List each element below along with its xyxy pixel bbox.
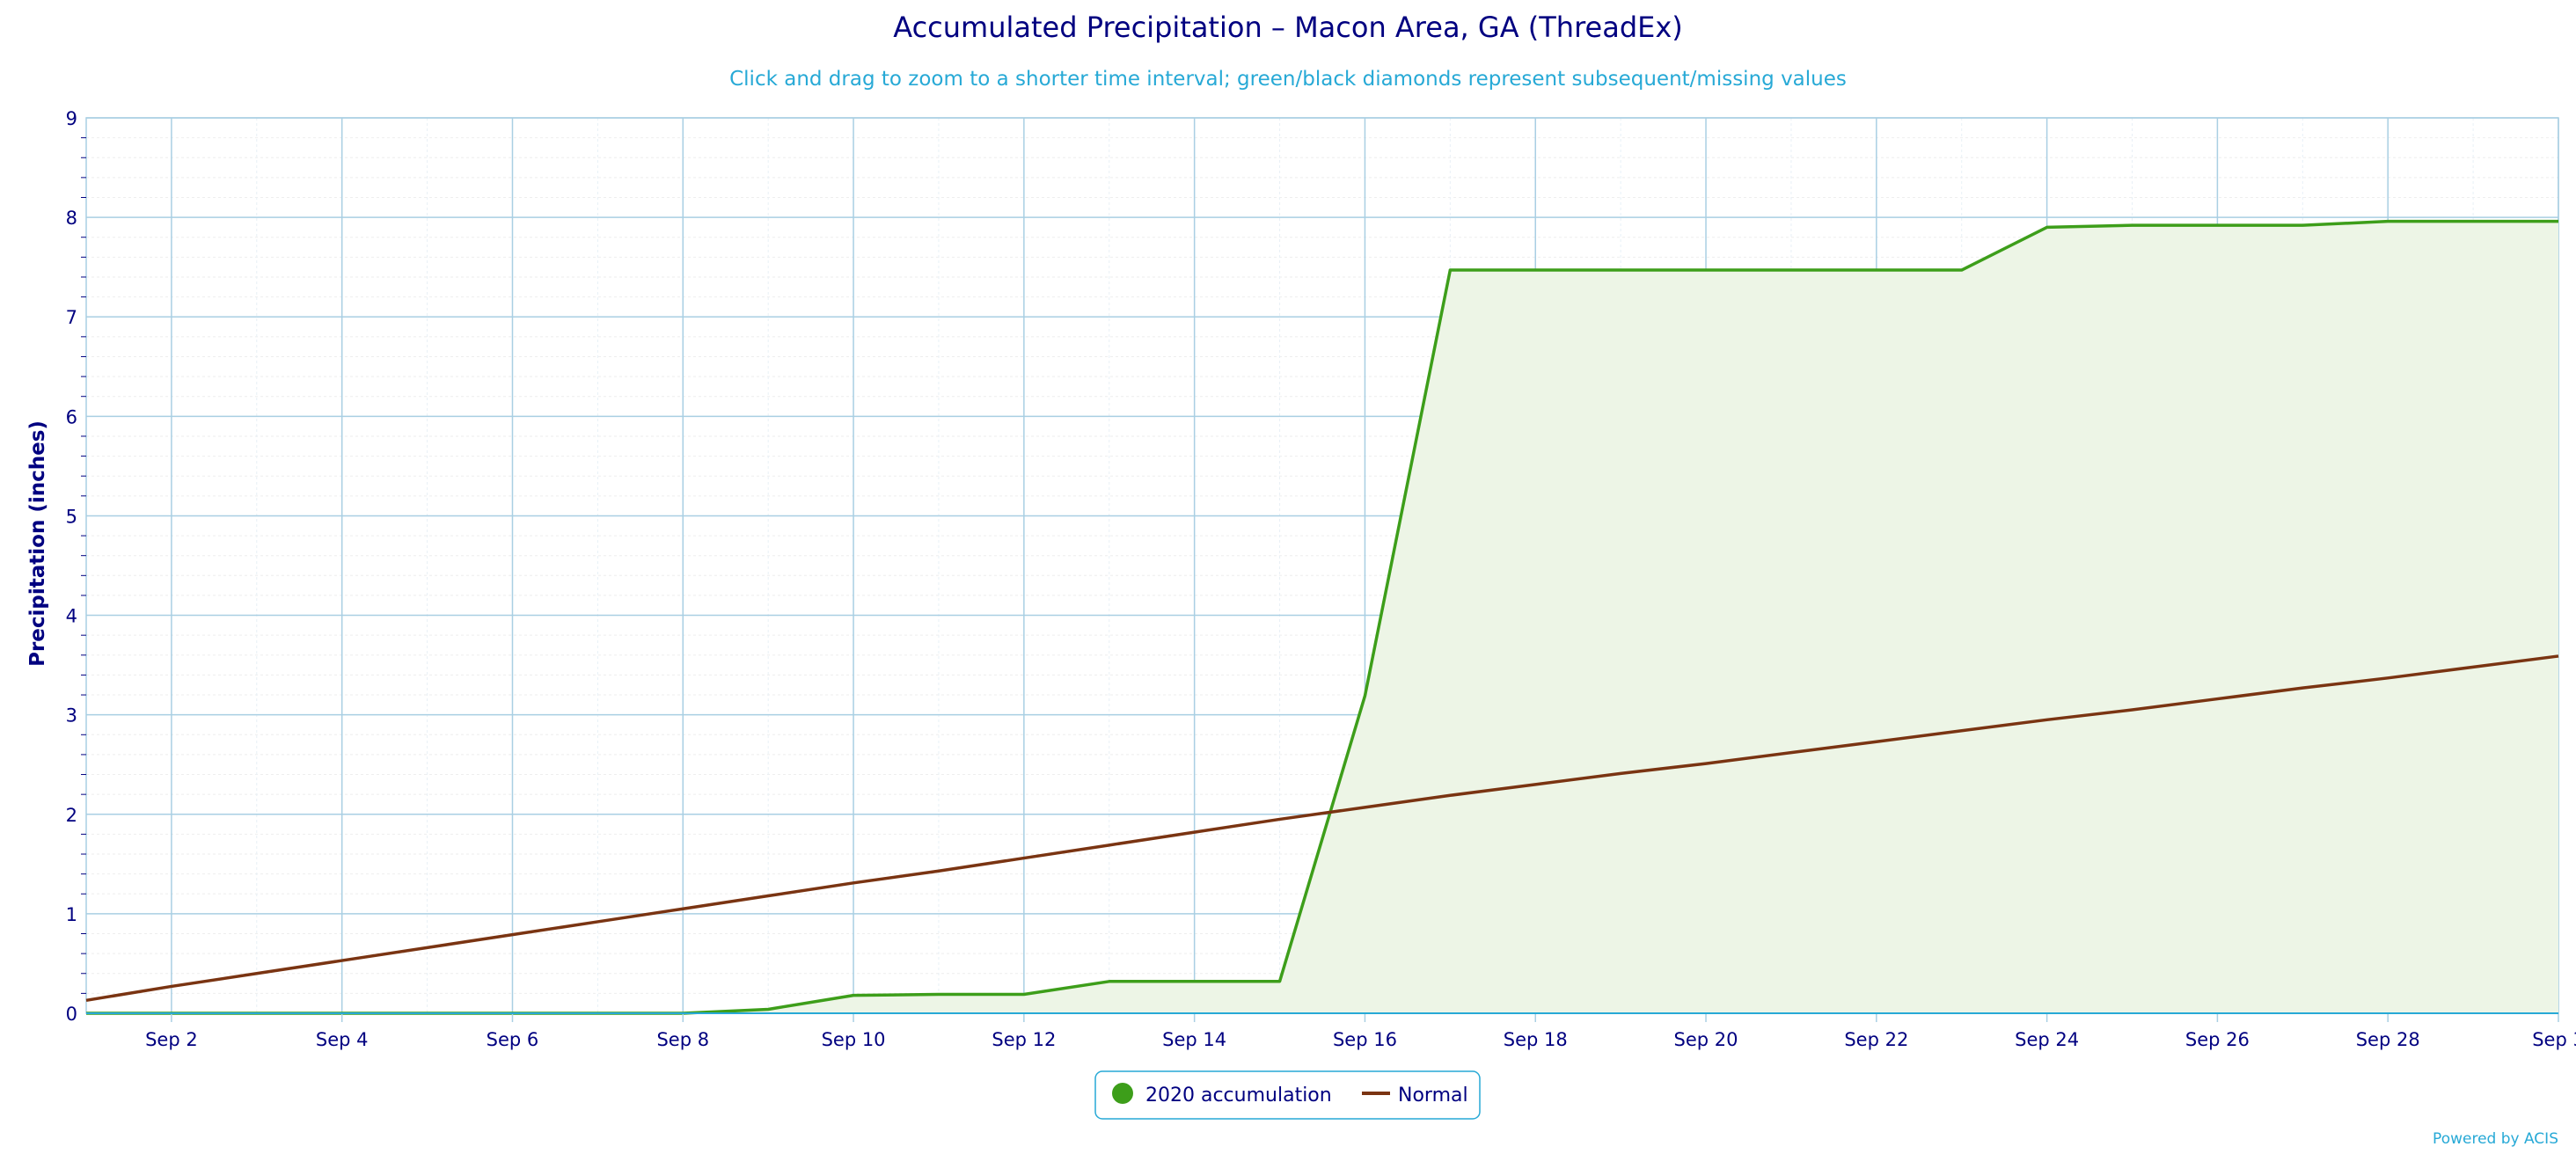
y-tick-label: 4 [66,606,77,627]
x-tick-label: Sep 8 [656,1029,709,1050]
legend-box [1094,1070,1481,1120]
x-tick-label: Sep 22 [1844,1029,1908,1050]
y-axis-title: Precipitation (inches) [26,420,49,667]
legend-item-2020-accumulation[interactable]: 2020 accumulation [1112,1083,1332,1107]
y-tick-label: 6 [66,406,77,427]
x-tick-label: Sep 20 [1674,1029,1738,1050]
x-tick-label: Sep 24 [2015,1029,2079,1050]
x-tick-label: Sep 6 [487,1029,539,1050]
chart-subtitle: Click and drag to zoom to a shorter time… [729,68,1847,91]
x-tick-label: Sep 18 [1504,1029,1568,1050]
x-tick-label: Sep 16 [1333,1029,1397,1050]
y-tick-label: 7 [66,307,77,328]
y-tick-label: 2 [66,805,77,826]
x-tick-label: Sep 12 [992,1029,1056,1050]
y-tick-label: 1 [66,904,77,925]
legend-label-2020-accumulation: 2020 accumulation [1145,1085,1332,1107]
series-line-normal[interactable] [85,654,2559,1003]
legend-dot-icon [1112,1083,1133,1104]
y-tick-label: 8 [66,208,77,229]
x-tick-label: Sep 3 [2532,1029,2576,1050]
x-tick-label: Sep 2 [145,1029,198,1050]
legend[interactable]: 2020 accumulation Normal [1094,1070,1481,1120]
credit-link[interactable]: Powered by ACIS [2433,1130,2558,1148]
y-tick-label: 5 [66,506,77,527]
x-tick-label: Sep 28 [2356,1029,2420,1050]
axes: 0 1 2 3 4 5 6 7 8 9 Sep 2 Sep 4 Sep 6 Sep 8 Sep 10 Sep … [66,108,2576,1050]
x-tick-label: Sep 14 [1162,1029,1226,1050]
x-tick-label: Sep 26 [2185,1029,2250,1050]
legend-label-normal: Normal [1398,1085,1468,1107]
y-tick-label: 3 [66,705,77,727]
y-tick-label: 0 [66,1004,77,1025]
x-tick-label: Sep 4 [316,1029,369,1050]
chart-title: Accumulated Precipitation – Macon Area, … [893,11,1683,44]
x-tick-label: Sep 10 [822,1029,886,1050]
y-tick-label: 9 [66,108,77,129]
accumulation-area [86,221,2558,1013]
accumulation-area-fill [86,221,2558,1013]
legend-item-normal[interactable]: Normal [1362,1085,1468,1107]
